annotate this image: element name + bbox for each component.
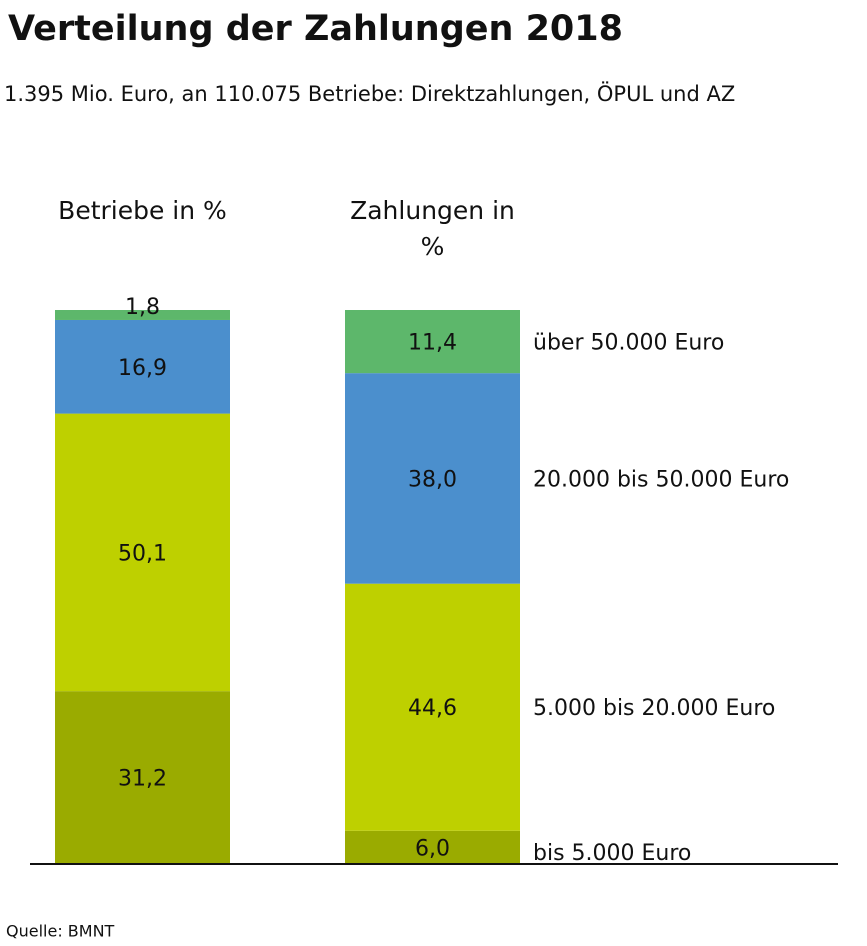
bar-segment (345, 583, 520, 831)
category-label: Zahlungen in % (350, 196, 515, 261)
value-label: 44,6 (408, 696, 457, 721)
legend-label: über 50.000 Euro (533, 331, 724, 356)
legend-label: 20.000 bis 50.000 Euro (533, 467, 789, 492)
bar-segment (55, 413, 230, 692)
value-label: 16,9 (118, 356, 167, 381)
value-label: 31,2 (118, 767, 167, 792)
bar-segment (55, 310, 230, 320)
legend-label: 5.000 bis 20.000 Euro (533, 696, 775, 721)
bar-segment (345, 373, 520, 584)
value-label: 6,0 (415, 836, 450, 861)
value-label: 1,8 (125, 295, 160, 320)
bar-segment (55, 319, 230, 414)
value-label: 11,4 (408, 331, 457, 356)
bar-segment (345, 830, 520, 864)
chart-title: Verteilung der Zahlungen 2018 (8, 9, 623, 49)
value-label: 50,1 (118, 541, 167, 566)
legend-label: bis 5.000 Euro (533, 841, 691, 866)
source: Quelle: BMNT (6, 922, 115, 941)
bar-segment (55, 691, 230, 864)
value-label: 38,0 (408, 467, 457, 492)
bar-segment (345, 310, 520, 374)
chart-subtitle: 1.395 Mio. Euro, an 110.075 Betriebe: Di… (4, 81, 735, 106)
category-label: Betriebe in % (58, 196, 227, 225)
